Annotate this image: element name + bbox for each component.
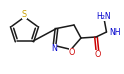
Text: N: N — [51, 44, 57, 53]
Text: NH: NH — [109, 28, 121, 36]
Text: H₂N: H₂N — [96, 12, 110, 21]
Text: S: S — [22, 10, 27, 19]
Text: O: O — [94, 50, 101, 59]
Text: O: O — [69, 48, 75, 57]
